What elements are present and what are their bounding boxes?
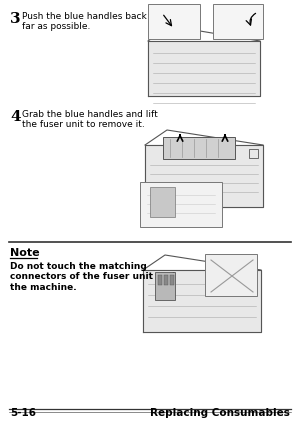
Bar <box>249 150 258 158</box>
Bar <box>158 275 162 285</box>
Bar <box>205 254 257 296</box>
Text: Note: Note <box>10 248 40 257</box>
Polygon shape <box>148 42 260 97</box>
Bar <box>140 183 222 227</box>
Bar <box>213 5 263 40</box>
Text: Grab the blue handles and lift
the fuser unit to remove it.: Grab the blue handles and lift the fuser… <box>22 110 158 129</box>
Bar <box>170 275 174 285</box>
Bar <box>155 272 175 300</box>
Text: 5-16: 5-16 <box>10 407 36 417</box>
Text: 4: 4 <box>10 110 21 124</box>
Bar <box>150 187 175 218</box>
Bar <box>164 275 168 285</box>
Text: Push the blue handles back as
far as possible.: Push the blue handles back as far as pos… <box>22 12 160 32</box>
Bar <box>148 5 200 40</box>
Text: 3: 3 <box>10 12 21 26</box>
Polygon shape <box>143 271 261 332</box>
Polygon shape <box>145 146 263 207</box>
Bar <box>163 138 235 160</box>
Text: Replacing Consumables: Replacing Consumables <box>150 407 290 417</box>
Text: Do not touch the matching
connectors of the fuser unit and
the machine.: Do not touch the matching connectors of … <box>10 262 175 291</box>
